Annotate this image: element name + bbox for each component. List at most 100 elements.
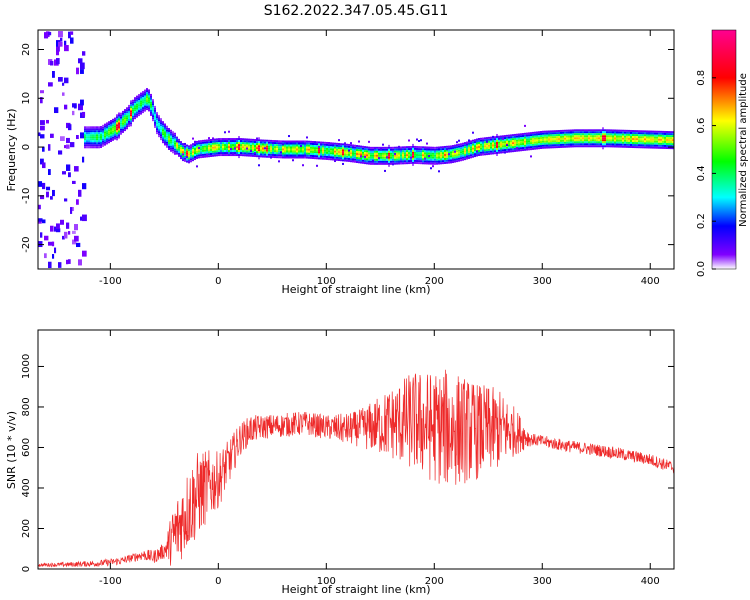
- spectrogram-cell: [308, 148, 310, 151]
- spectrogram-cell: [154, 121, 156, 124]
- spectrogram-cell: [330, 146, 332, 149]
- spectrogram-cell: [584, 129, 586, 132]
- spectrogram-cell: [542, 138, 544, 141]
- spectrogram-cell: [176, 140, 178, 143]
- spectrogram-cell: [564, 139, 566, 142]
- spectrogram-cell: [114, 133, 116, 136]
- spectrogram-cell: [330, 152, 332, 155]
- spectrogram-cell: [292, 140, 294, 143]
- spectrogram-cell: [524, 146, 526, 149]
- spectrogram-cell: [386, 154, 388, 157]
- spectrogram-cell: [492, 148, 494, 151]
- spectrogram-cell: [550, 132, 552, 135]
- spectrogram-cell: [356, 161, 358, 164]
- spectrogram-cell: [394, 160, 396, 163]
- spectrogram-cell: [210, 151, 212, 154]
- spectrogram-cell: [374, 152, 376, 155]
- spectrogram-cell: [576, 141, 578, 144]
- spectrogram-cell: [174, 142, 176, 145]
- spectrogram-cell: [268, 147, 270, 150]
- spectrogram-cell: [228, 140, 230, 143]
- spectrogram-cell: [198, 154, 200, 157]
- spectrogram-cell: [284, 156, 286, 159]
- spectrogram-cell: [154, 123, 156, 126]
- spectrogram-cell: [492, 140, 494, 143]
- spectrogram-cell: [512, 148, 514, 151]
- spectrogram-cell: [600, 131, 602, 134]
- spectrogram-cell: [130, 104, 132, 107]
- spectrogram-cell: [292, 154, 294, 157]
- spectrogram-cell: [422, 162, 424, 165]
- spectrogram-cell: [122, 126, 124, 129]
- spectrogram-cell: [88, 140, 90, 143]
- spectrogram-cell: [208, 155, 210, 158]
- spectrogram-cell: [404, 154, 406, 157]
- spectrogram-cell: [426, 146, 428, 149]
- spectrogram-cell: [180, 147, 182, 150]
- spectrogram-cell: [434, 148, 436, 151]
- spectrogram-cell: [162, 137, 164, 140]
- spectrogram-cell: [552, 144, 554, 147]
- spectrogram-cell: [172, 151, 174, 154]
- spectrogram-cell: [332, 148, 334, 151]
- spectrogram-cell: [278, 146, 280, 149]
- spectrogram-cell: [402, 162, 404, 165]
- spectrogram-cell: [344, 147, 346, 150]
- spectrogram-cell: [526, 146, 528, 149]
- spectrogram-cell: [652, 130, 654, 133]
- spectrogram-cell: [108, 121, 110, 124]
- spectrogram-cell: [122, 116, 124, 119]
- spectrogram-cell: [664, 144, 666, 147]
- spectrogram-cell: [118, 130, 120, 133]
- spectrogram-cell: [584, 131, 586, 134]
- spectrogram-cell: [144, 91, 146, 94]
- spectrogram-cell: [672, 143, 674, 146]
- spectrogram-cell: [510, 142, 512, 145]
- spectrogram-cell: [222, 140, 224, 143]
- spectrogram-cell: [546, 130, 548, 133]
- spectrogram-cell: [582, 133, 584, 136]
- spectrogram-cell: [316, 164, 318, 167]
- spectrogram-cell: [438, 148, 440, 151]
- spectrogram-cell: [478, 140, 480, 143]
- spectrogram-cell: [356, 149, 358, 152]
- spectrogram-x-tick-label: 400: [641, 276, 660, 287]
- spectrogram-cell: [472, 141, 474, 144]
- spectrogram-cell: [134, 107, 136, 110]
- spectrogram-cell: [552, 132, 554, 135]
- spectrogram-cell: [136, 105, 138, 108]
- spectrogram-cell: [452, 157, 454, 160]
- spectrogram-cell: [512, 144, 514, 147]
- spectrogram-cell: [164, 139, 166, 142]
- spectrogram-cell: [440, 156, 442, 159]
- spectrogram-cell: [190, 154, 192, 157]
- spectrogram-cell: [134, 103, 136, 106]
- spectrogram-cell: [606, 139, 608, 142]
- spectrogram-cell: [340, 149, 342, 152]
- spectrogram-cell: [120, 126, 122, 129]
- spectrogram-cell: [648, 138, 650, 141]
- spectrogram-cell: [654, 132, 656, 135]
- spectrogram-cell: [370, 158, 372, 161]
- spectrogram-cell: [206, 151, 208, 154]
- spectrogram-cell: [438, 150, 440, 153]
- spectrogram-cell: [92, 130, 94, 133]
- spectrogram-cell: [516, 137, 518, 140]
- spectrogram-cell: [440, 158, 442, 161]
- spectrogram-cell: [166, 129, 168, 132]
- spectrogram-cell: [152, 105, 154, 108]
- spectrogram-cell: [270, 141, 272, 144]
- spectrogram-cell: [446, 155, 448, 158]
- spectrogram-cell: [472, 151, 474, 154]
- spectrogram-cell: [472, 153, 474, 156]
- spectrogram-cell: [360, 147, 362, 150]
- spectrogram-cell: [600, 137, 602, 140]
- spectrogram-cell: [344, 153, 346, 156]
- spectrogram-cell: [472, 131, 474, 134]
- spectrogram-cell: [388, 144, 390, 147]
- spectrogram-cell: [180, 155, 182, 158]
- spectrogram-cell: [498, 151, 500, 154]
- spectrogram-cell: [414, 145, 416, 148]
- spectrogram-cell: [544, 140, 546, 143]
- spectrogram-cell: [164, 125, 166, 128]
